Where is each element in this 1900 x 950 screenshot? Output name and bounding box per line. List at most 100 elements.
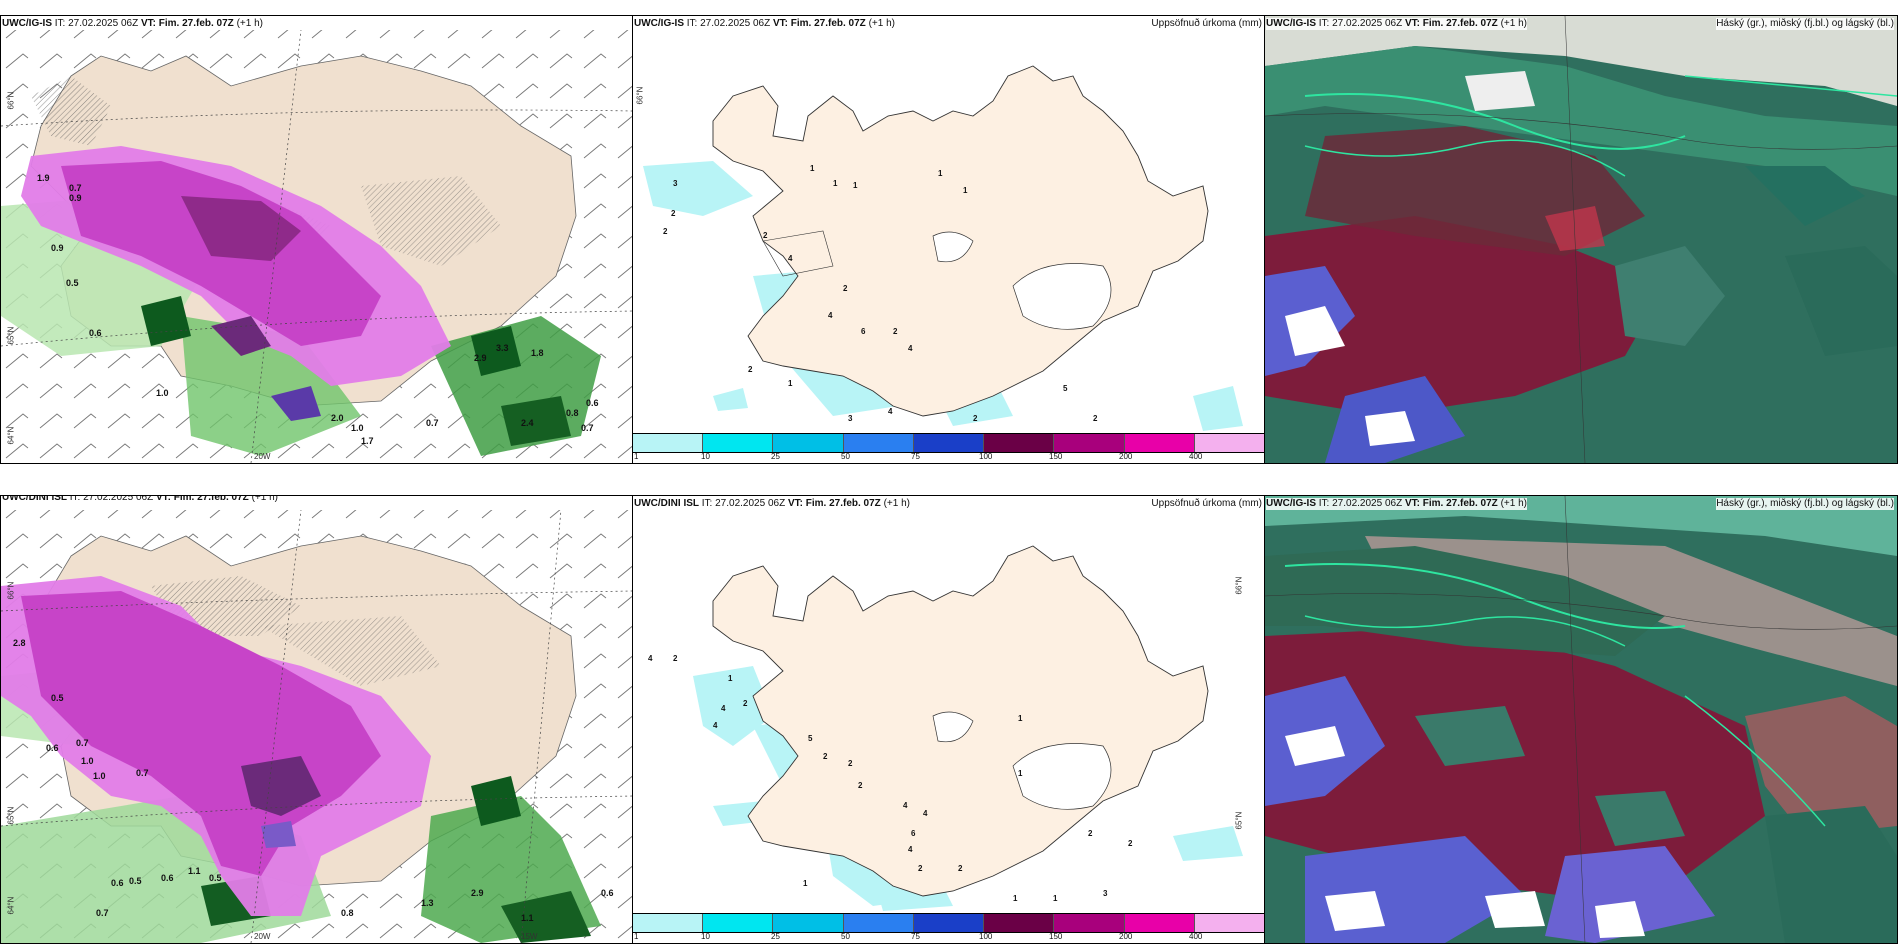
precip-label: 2.0	[331, 413, 344, 423]
precip-label: 0.5	[66, 278, 79, 288]
precip-label: 2	[673, 654, 678, 663]
colorbar-tick: 25	[771, 932, 780, 941]
colorbar-tick: 400	[1189, 452, 1203, 461]
precip-label: 0.7	[426, 418, 439, 428]
precip-label: 1.0	[93, 771, 106, 781]
colorbar-tick: 75	[911, 932, 920, 941]
colorbar-swatch	[984, 914, 1055, 932]
colorbar-tick: 25	[771, 452, 780, 461]
map-accum-precip: 4 2 1 2 4 4 5 2 2 2 4 4 6 4 2 2 1 1 1 1 …	[648, 545, 1243, 911]
precip-label: 4	[721, 704, 726, 713]
colorbar-tick: 200	[1119, 452, 1133, 461]
precip-label: 1.0	[351, 423, 364, 433]
precip-label: 0.7	[96, 908, 109, 918]
precip-label: 0.7	[581, 423, 594, 433]
precip-label: 0.9	[69, 193, 82, 203]
panel-title: UWC/IG-IS IT: 27.02.2025 06Z VT: Fim. 27…	[634, 18, 895, 29]
precip-label: 2	[893, 327, 898, 336]
colorbar-swatch	[913, 434, 985, 452]
panel-top-mid-accum-precip: UWC/IG-IS IT: 27.02.2025 06Z VT: Fim. 27…	[632, 15, 1266, 464]
precip-label: 4	[788, 254, 793, 263]
colorbar-tick: 75	[911, 452, 920, 461]
colorbar-tick: 150	[1049, 932, 1063, 941]
panel-field-name: Uppsöfnuð úrkoma (mm)	[1151, 498, 1262, 509]
precip-label: 2	[973, 414, 978, 423]
precip-label: 4	[908, 344, 913, 353]
precip-label: 1	[788, 379, 793, 388]
precip-label: 0.5	[129, 876, 142, 886]
precip-label: 2	[748, 365, 753, 374]
precip-label: 0.5	[209, 873, 222, 883]
lat-label: 64°N	[6, 896, 16, 915]
precip-label: 1	[1053, 894, 1058, 903]
precip-label: 2	[1093, 414, 1098, 423]
precip-label: 1.0	[81, 756, 94, 766]
precip-label: 4	[923, 809, 928, 818]
precip-label: 4	[903, 801, 908, 810]
precip-label: 1.1	[521, 913, 534, 923]
colorbar-swatch	[773, 914, 844, 932]
lat-label: 65°N	[6, 806, 16, 825]
precip-label: 6	[861, 327, 866, 336]
precip-label: 0.7	[136, 768, 149, 778]
lat-label: 65°N	[1234, 811, 1244, 830]
precip-label: 1	[728, 674, 733, 683]
precip-label: 6	[911, 829, 916, 838]
precip-label: 0.8	[341, 908, 354, 918]
panel-bot-right-clouds: UWC/IG-IS IT: 27.02.2025 06Z VT: Fim. 27…	[1264, 495, 1898, 944]
precip-label: 2.9	[471, 888, 484, 898]
colorbar-tick: 10	[701, 932, 710, 941]
map-cloud-layers	[1265, 496, 1897, 943]
panel-top-left-weather-map: UWC/IG-IS IT: 27.02.2025 06Z VT: Fim. 27…	[0, 15, 634, 464]
colorbar-swatch	[1054, 914, 1125, 932]
precip-label: 1	[963, 186, 968, 195]
precip-label: 1.0	[156, 388, 169, 398]
colorbar-tick: 200	[1119, 932, 1133, 941]
precip-label: 3	[1103, 889, 1108, 898]
colorbar-tick: 10	[701, 452, 710, 461]
lon-label: 20W	[254, 932, 271, 941]
colorbar-tick: 50	[841, 932, 850, 941]
precip-label: 0.8	[566, 408, 579, 418]
precip-label: 0.5	[51, 693, 64, 703]
precip-label: 4	[908, 845, 913, 854]
precip-label: 2	[1128, 839, 1133, 848]
precip-label: 3	[673, 179, 678, 188]
precip-label: 1	[1018, 769, 1023, 778]
colorbar-tick: 400	[1189, 932, 1203, 941]
panel-bot-left-weather-map: 2.8 0.5 0.6 0.7 1.0 1.0 0.7 0.6 0.5 0.6 …	[0, 495, 634, 944]
colorbar-swatch	[633, 434, 704, 452]
precip-label: 0.7	[76, 738, 89, 748]
colorbar-tick: 1	[634, 452, 639, 461]
panel-title: UWC/IG-IS IT: 27.02.2025 06Z VT: Fim. 27…	[2, 18, 263, 30]
colorbar	[633, 433, 1265, 453]
precip-label: 2	[743, 699, 748, 708]
precip-label: 1	[1013, 894, 1018, 903]
precip-label: 5	[1063, 384, 1068, 393]
panel-title: UWC/IG-IS IT: 27.02.2025 06Z VT: Fim. 27…	[1266, 18, 1527, 30]
map-surface-precip-wind: 1.9 0.7 0.9 0.9 0.5 0.6 1.0 2.9 3.3 1.8 …	[1, 29, 633, 463]
precip-label: 4	[888, 407, 893, 416]
colorbar-tick: 100	[979, 452, 993, 461]
precip-label: 1	[938, 169, 943, 178]
precip-label: 1.7	[361, 436, 374, 446]
panel-title: UWC/IG-IS IT: 27.02.2025 06Z VT: Fim. 27…	[1266, 498, 1527, 510]
lon-label: 15W	[521, 932, 538, 941]
lat-label: 66°N	[6, 91, 16, 110]
precip-label: 2	[858, 781, 863, 790]
precip-label: 4	[713, 721, 718, 730]
lat-label: 66°N	[1234, 576, 1244, 595]
colorbar-tick: 150	[1049, 452, 1063, 461]
colorbar-tick: 100	[979, 932, 993, 941]
precip-label: 1	[803, 879, 808, 888]
precip-label: 2	[848, 759, 853, 768]
precip-label: 3	[848, 414, 853, 423]
precip-label: 4	[828, 311, 833, 320]
lat-label: 66°N	[635, 86, 645, 105]
precip-label: 1.9	[37, 173, 50, 183]
precip-label: 1	[853, 181, 858, 190]
colorbar-swatch	[1124, 434, 1195, 452]
colorbar-swatch	[1124, 914, 1195, 932]
lat-label: 65°N	[6, 326, 16, 345]
colorbar-swatch	[1054, 434, 1125, 452]
